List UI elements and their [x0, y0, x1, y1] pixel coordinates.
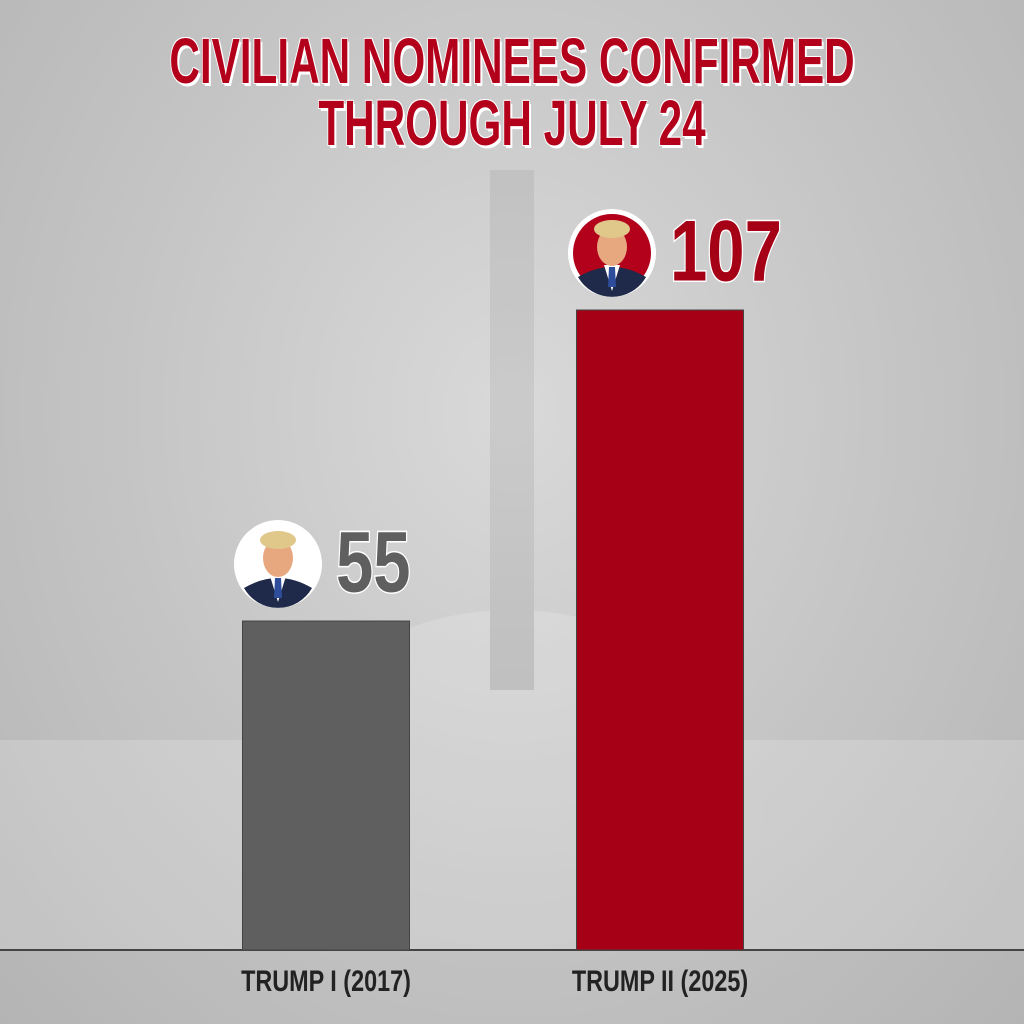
- portrait-tie: [274, 578, 282, 599]
- capitol-silhouette: [0, 170, 1024, 950]
- portrait-tie: [608, 267, 616, 287]
- value-label: 107: [670, 204, 782, 300]
- value-label: 55: [336, 515, 411, 611]
- portrait-face: [597, 228, 627, 266]
- portrait: [568, 209, 656, 297]
- bar: [242, 620, 410, 951]
- portrait: [234, 520, 322, 609]
- bar: [576, 309, 744, 951]
- x-tick-label: TRUMP II (2025): [572, 964, 748, 997]
- chart-title: CIVILIAN NOMINEES CONFIRMED THROUGH JULY…: [169, 25, 855, 159]
- x-tick-label: TRUMP I (2017): [241, 964, 411, 997]
- portrait-hair: [260, 531, 296, 550]
- portrait-face: [263, 539, 293, 578]
- portrait-hair: [594, 220, 630, 238]
